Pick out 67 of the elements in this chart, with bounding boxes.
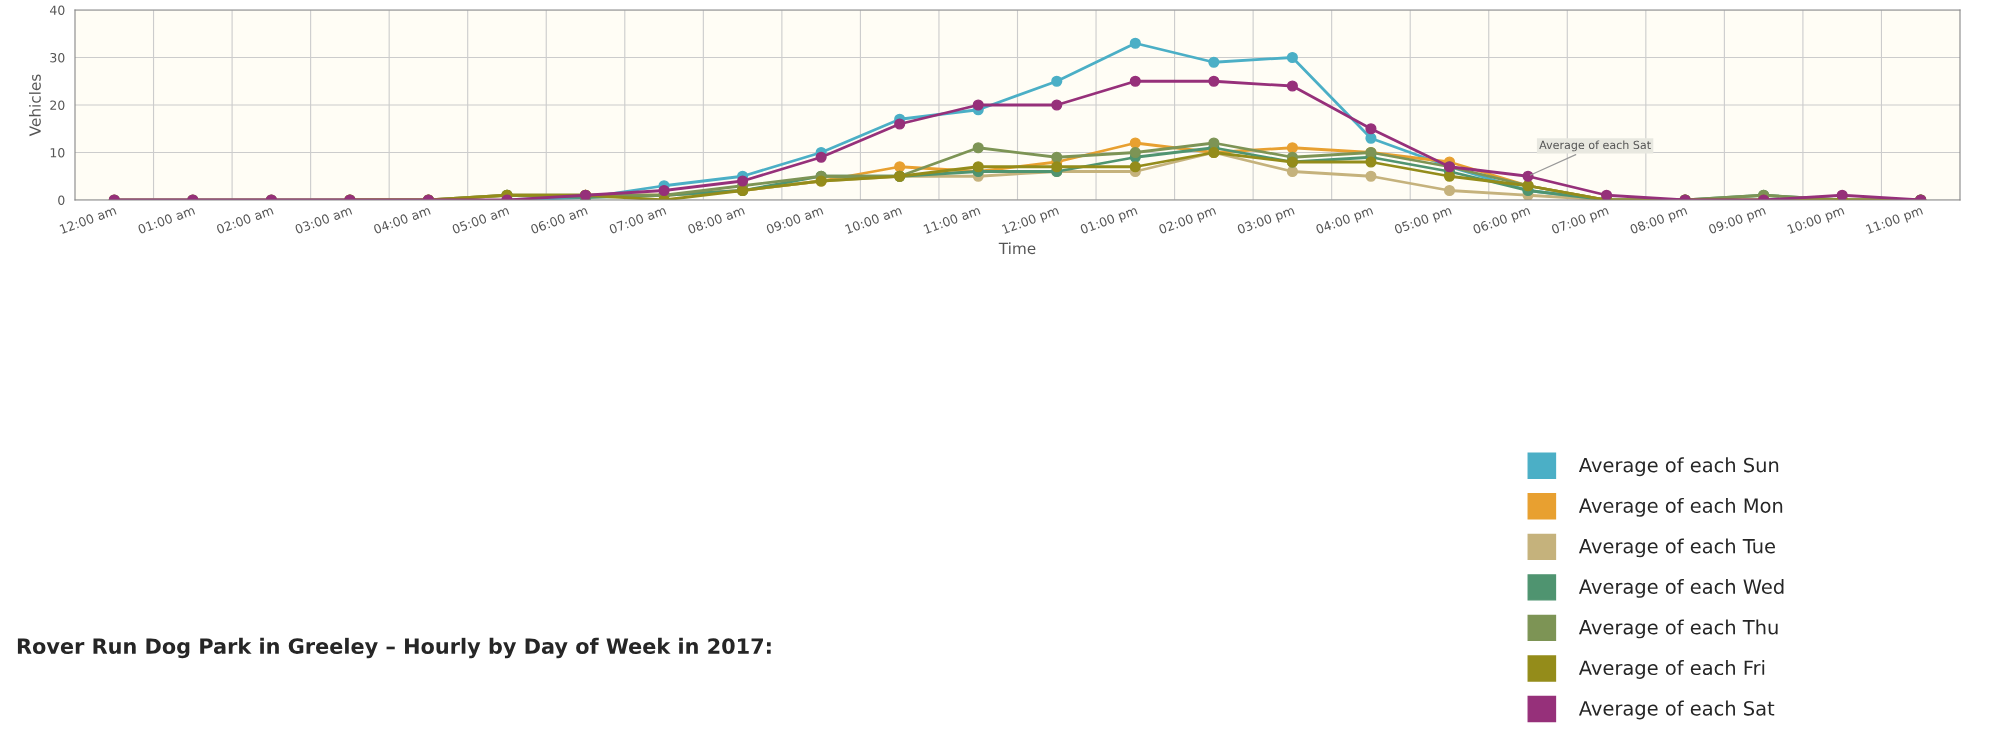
point [1051, 99, 1063, 111]
y-tick-label: 30 [50, 52, 65, 63]
point [1129, 161, 1141, 173]
point [1051, 75, 1063, 87]
y-tick-label: 10 [50, 147, 65, 158]
legend-label: Average of each Thu [1578, 619, 1778, 639]
point [972, 142, 984, 154]
y-tick-label: 40 [49, 5, 65, 15]
text: Rover Run Dog Park in Greeley – Hourly by Day of Week in 2017: [17, 637, 771, 659]
legend-label: Average of each Tue [1578, 538, 1775, 558]
x-tick-label: 09:00 am [765, 205, 824, 235]
x-tick-label: 11:00 pm [1865, 205, 1924, 237]
annotation: Average of each Sat [1539, 140, 1651, 152]
x-tick-label: 06:00 am [530, 205, 588, 235]
legend-label: Average of each Sat [1578, 700, 1775, 720]
x-tick-label: 03:00 am [294, 205, 353, 235]
point [737, 175, 749, 187]
x-tick-label: 12:00 am [59, 205, 117, 234]
x-tick-label: 05:00 am [451, 205, 510, 235]
x-tick-label: 03:00 pm [1236, 205, 1296, 237]
x-tick-label: 09:00 pm [1708, 205, 1767, 237]
point [1365, 123, 1377, 135]
x-tick-label: 12:00 pm [1001, 205, 1060, 237]
point [1286, 51, 1298, 64]
point [1365, 132, 1377, 144]
legend-label: Average of each Fri [1578, 660, 1765, 679]
x-tick-label: 07:00 am [608, 205, 667, 235]
legend-label: Average of each Sun [1578, 457, 1779, 477]
x-tick-label: 08:00 pm [1629, 205, 1689, 237]
point [1286, 142, 1298, 154]
point [972, 99, 984, 111]
point [1600, 189, 1613, 200]
x-tick-label: 02:00 pm [1158, 205, 1217, 237]
point [894, 161, 906, 173]
x-tick-label: 10:00 pm [1787, 205, 1846, 237]
x-tick-label: 06:00 pm [1472, 205, 1532, 237]
point [972, 161, 984, 173]
point [1365, 170, 1377, 182]
point [658, 184, 670, 197]
x-tick-label: 04:00 pm [1315, 205, 1375, 237]
point [1443, 184, 1456, 197]
point [1129, 137, 1141, 149]
x-axis-title: Time [998, 242, 1036, 255]
x-tick-label: 05:00 pm [1393, 205, 1453, 237]
point [1836, 189, 1848, 200]
y-tick-label: 20 [50, 100, 65, 110]
point [894, 118, 906, 130]
x-tick-label: 10:00 am [844, 205, 902, 234]
point [1129, 75, 1141, 87]
y-tick-label: 0 [58, 195, 65, 205]
x-tick-label: 01:00 am [137, 205, 196, 235]
point [1129, 37, 1141, 49]
point [815, 151, 827, 163]
x-tick-label: 08:00 am [687, 205, 745, 235]
x-tick-label: 02:00 am [215, 205, 274, 235]
x-tick-label: 07:00 pm [1550, 205, 1610, 237]
y-axis-title: Vehicles [29, 74, 41, 137]
legend-label: Average of each Mon [1578, 497, 1783, 517]
point [1129, 146, 1141, 159]
point [1208, 56, 1220, 68]
x-tick-label: 11:00 am [923, 205, 981, 234]
point [1208, 75, 1220, 87]
x-tick-label: 01:00 pm [1079, 205, 1139, 237]
legend-label: Average of each Wed [1578, 578, 1784, 598]
point [1522, 170, 1534, 182]
x-tick-label: 04:00 am [373, 205, 431, 235]
point [1286, 80, 1298, 92]
